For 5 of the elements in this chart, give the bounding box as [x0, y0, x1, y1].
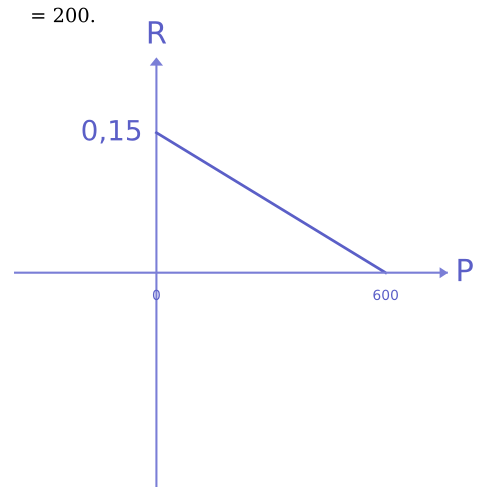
x-axis-title: P: [458, 258, 473, 282]
annotation: 0,15: [82, 120, 140, 144]
y-axis-title: R: [148, 21, 166, 44]
x-tick-label: 600: [373, 290, 398, 300]
text: = 200.: [32, 8, 94, 22]
